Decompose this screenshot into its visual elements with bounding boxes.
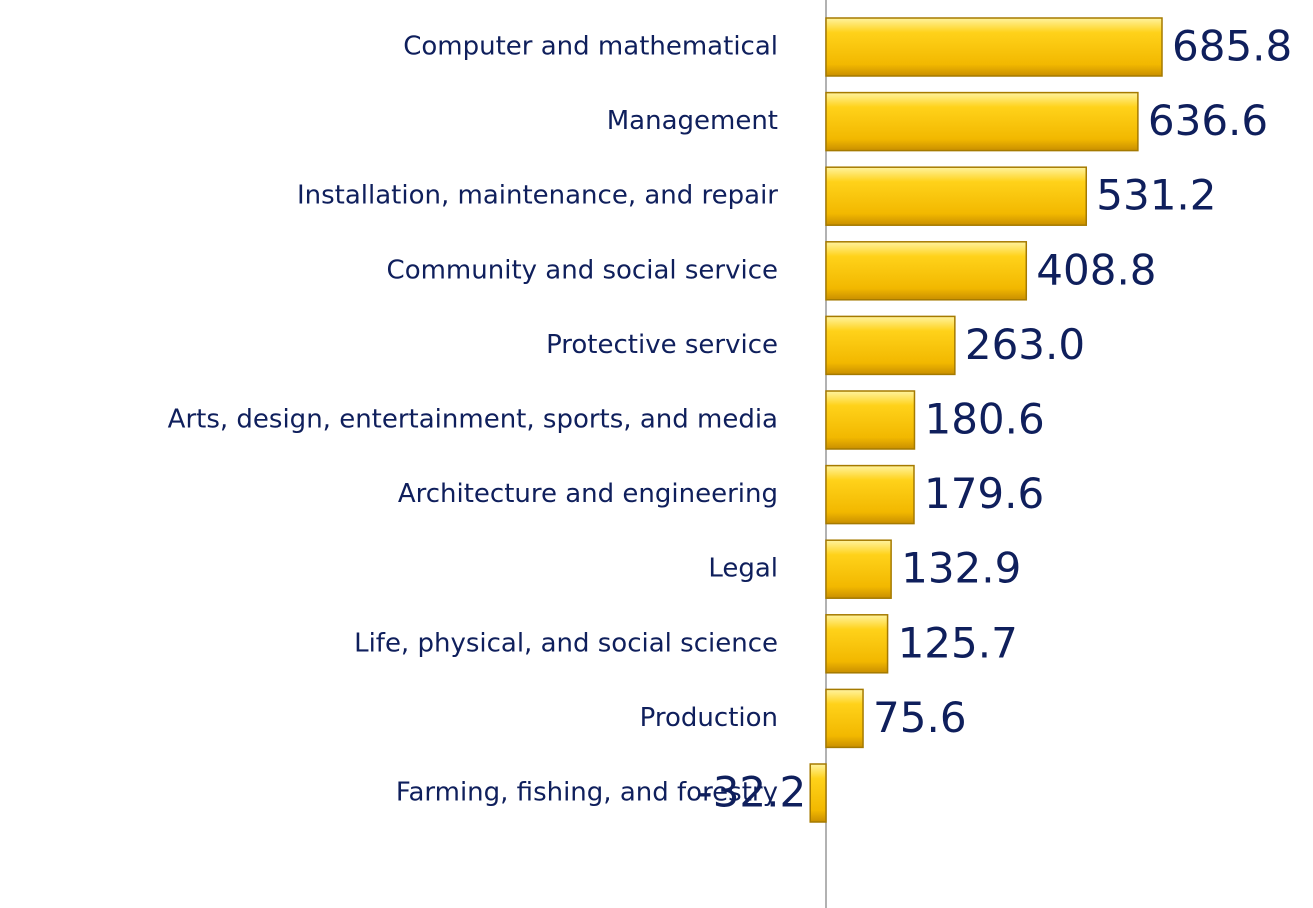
category-label: Farming, fishing, and forestry [396,778,778,808]
value-label: 685.8 [1172,22,1292,71]
bar [825,614,889,674]
value-label: 636.6 [1148,96,1268,145]
category-label: Management [607,106,778,136]
bar [825,390,916,450]
category-label: Arts, design, entertainment, sports, and… [168,405,778,435]
category-label: Protective service [546,330,778,360]
category-label: Production [640,703,778,733]
value-label: 408.8 [1036,245,1156,294]
value-label: 132.9 [901,544,1021,593]
value-label: 180.6 [924,395,1044,444]
value-label: 125.7 [898,618,1018,667]
bar [825,166,1088,226]
bar [825,241,1028,301]
value-label: 75.6 [873,693,967,742]
category-label: Life, physical, and social science [354,628,778,658]
value-label: 263.0 [965,320,1085,369]
bar [825,17,1163,77]
category-label: Architecture and engineering [398,479,778,509]
value-label: 179.6 [924,469,1044,518]
category-label: Legal [708,554,778,584]
bar [825,539,892,599]
bar [825,688,864,749]
category-label: Community and social service [387,255,778,285]
value-label: 531.2 [1096,171,1216,220]
category-label: Installation, maintenance, and repair [297,181,778,211]
bar [809,763,827,823]
value-label: -32.2 [698,768,807,817]
bar [825,464,915,525]
bar [825,91,1139,152]
bar [825,315,956,376]
category-label: Computer and mathematical [403,32,778,62]
